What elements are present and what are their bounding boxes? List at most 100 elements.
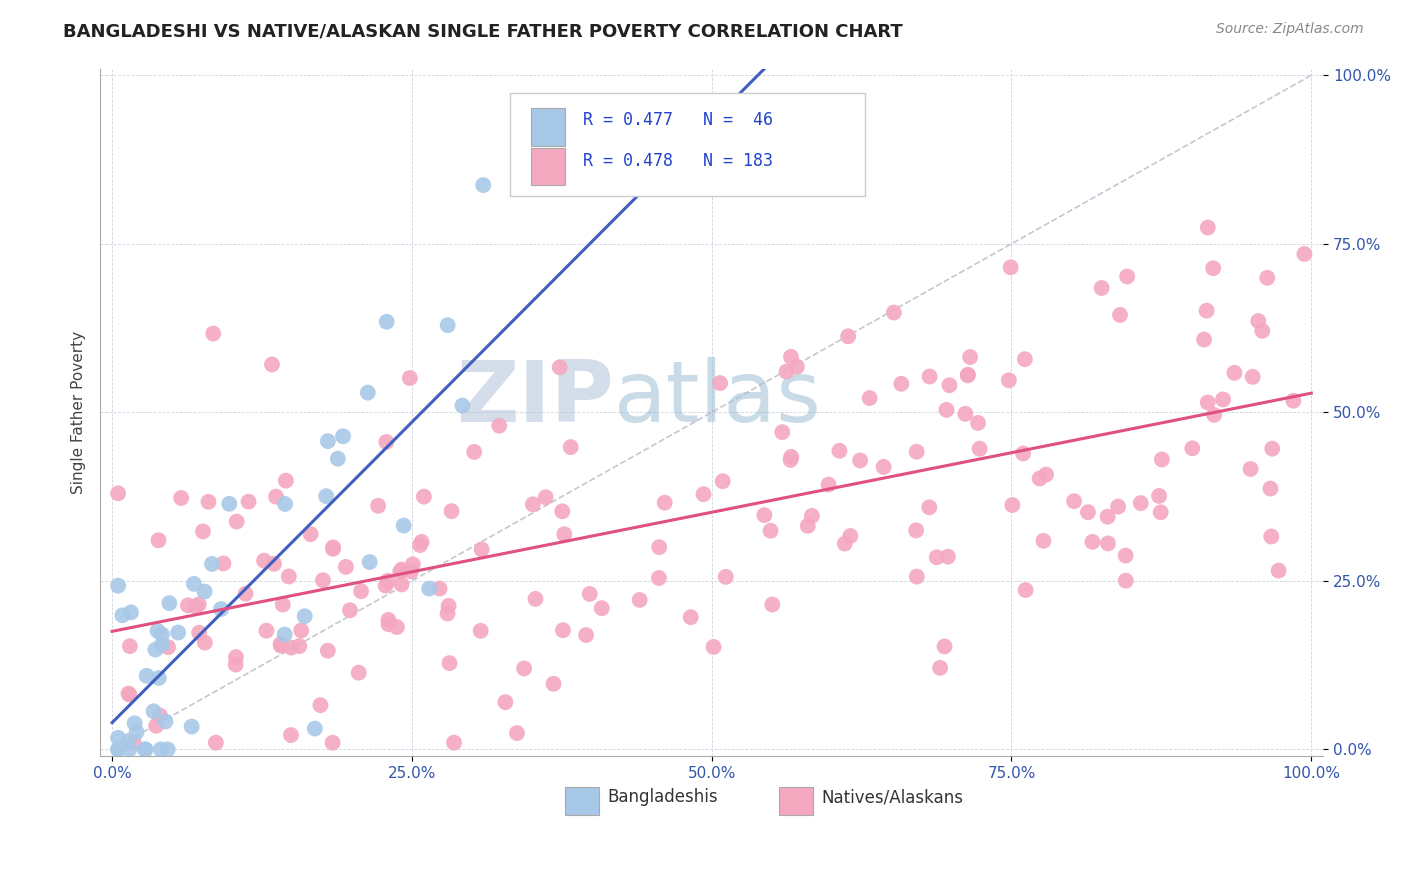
Point — [918, 369, 941, 384]
Y-axis label: Single Father Poverty: Single Father Poverty — [72, 331, 86, 494]
Point — [628, 593, 651, 607]
Point — [197, 495, 219, 509]
Point — [1260, 530, 1282, 544]
Point — [553, 527, 575, 541]
Point — [202, 326, 225, 341]
Point — [1195, 303, 1218, 318]
Point — [936, 549, 959, 564]
Point — [260, 358, 283, 372]
Point — [1109, 308, 1132, 322]
FancyBboxPatch shape — [565, 787, 599, 814]
Point — [1241, 369, 1264, 384]
Point — [412, 490, 434, 504]
Point — [125, 725, 148, 739]
Point — [391, 563, 413, 577]
Point — [316, 434, 339, 449]
Point — [494, 695, 516, 709]
Point — [679, 610, 702, 624]
Point — [828, 443, 851, 458]
Point — [1077, 505, 1099, 519]
Point — [377, 574, 399, 588]
Point — [107, 579, 129, 593]
Point — [1150, 452, 1173, 467]
Point — [149, 742, 172, 756]
Point — [849, 453, 872, 467]
Point — [1197, 220, 1219, 235]
Point — [956, 368, 979, 382]
Point — [218, 497, 240, 511]
Point — [1247, 314, 1270, 328]
Point — [418, 582, 440, 596]
Point — [238, 494, 260, 508]
Point — [934, 640, 956, 654]
Point — [326, 451, 349, 466]
Point — [1260, 482, 1282, 496]
Point — [440, 504, 463, 518]
Point — [524, 591, 547, 606]
Point — [834, 536, 856, 550]
Text: R = 0.477   N =  46: R = 0.477 N = 46 — [583, 112, 773, 129]
Point — [883, 305, 905, 319]
Point — [107, 742, 129, 756]
Point — [548, 360, 571, 375]
Point — [470, 624, 492, 638]
Point — [1097, 536, 1119, 550]
Point — [377, 617, 399, 632]
Point — [409, 538, 432, 552]
Point — [754, 508, 776, 522]
Point — [905, 444, 928, 458]
Point — [225, 515, 247, 529]
Point — [1282, 393, 1305, 408]
Point — [1197, 395, 1219, 409]
Point — [316, 643, 339, 657]
Point — [148, 533, 170, 548]
Point — [273, 627, 295, 641]
Point — [648, 540, 671, 554]
Point — [392, 518, 415, 533]
Point — [157, 596, 180, 610]
Point — [1261, 442, 1284, 456]
Point — [918, 500, 941, 515]
Point — [322, 541, 344, 555]
Point — [377, 613, 399, 627]
Point — [1212, 392, 1234, 407]
Point — [1115, 549, 1137, 563]
Point — [134, 742, 156, 756]
Point — [145, 719, 167, 733]
Point — [578, 587, 600, 601]
Point — [398, 371, 420, 385]
Point — [1032, 533, 1054, 548]
Point — [225, 650, 247, 665]
Point — [107, 742, 129, 756]
Point — [905, 524, 928, 538]
Point — [471, 542, 494, 557]
Point — [385, 620, 408, 634]
Point — [299, 527, 322, 541]
Point — [714, 570, 737, 584]
Point — [1014, 582, 1036, 597]
Point — [290, 624, 312, 638]
Point — [270, 639, 292, 653]
Point — [111, 608, 134, 623]
Point — [194, 635, 217, 649]
Point — [1035, 467, 1057, 482]
Point — [925, 550, 948, 565]
Point — [522, 497, 544, 511]
Point — [472, 178, 495, 193]
Point — [560, 440, 582, 454]
Point — [1239, 462, 1261, 476]
Point — [274, 497, 297, 511]
Point — [142, 704, 165, 718]
Text: R = 0.478   N = 183: R = 0.478 N = 183 — [583, 153, 773, 170]
Point — [120, 606, 142, 620]
Point — [177, 599, 200, 613]
Point — [357, 385, 380, 400]
Point — [170, 491, 193, 505]
Point — [1063, 494, 1085, 508]
Point — [312, 573, 335, 587]
Point — [271, 598, 294, 612]
Point — [374, 578, 396, 592]
Point — [692, 487, 714, 501]
Point — [212, 557, 235, 571]
Point — [780, 450, 803, 464]
